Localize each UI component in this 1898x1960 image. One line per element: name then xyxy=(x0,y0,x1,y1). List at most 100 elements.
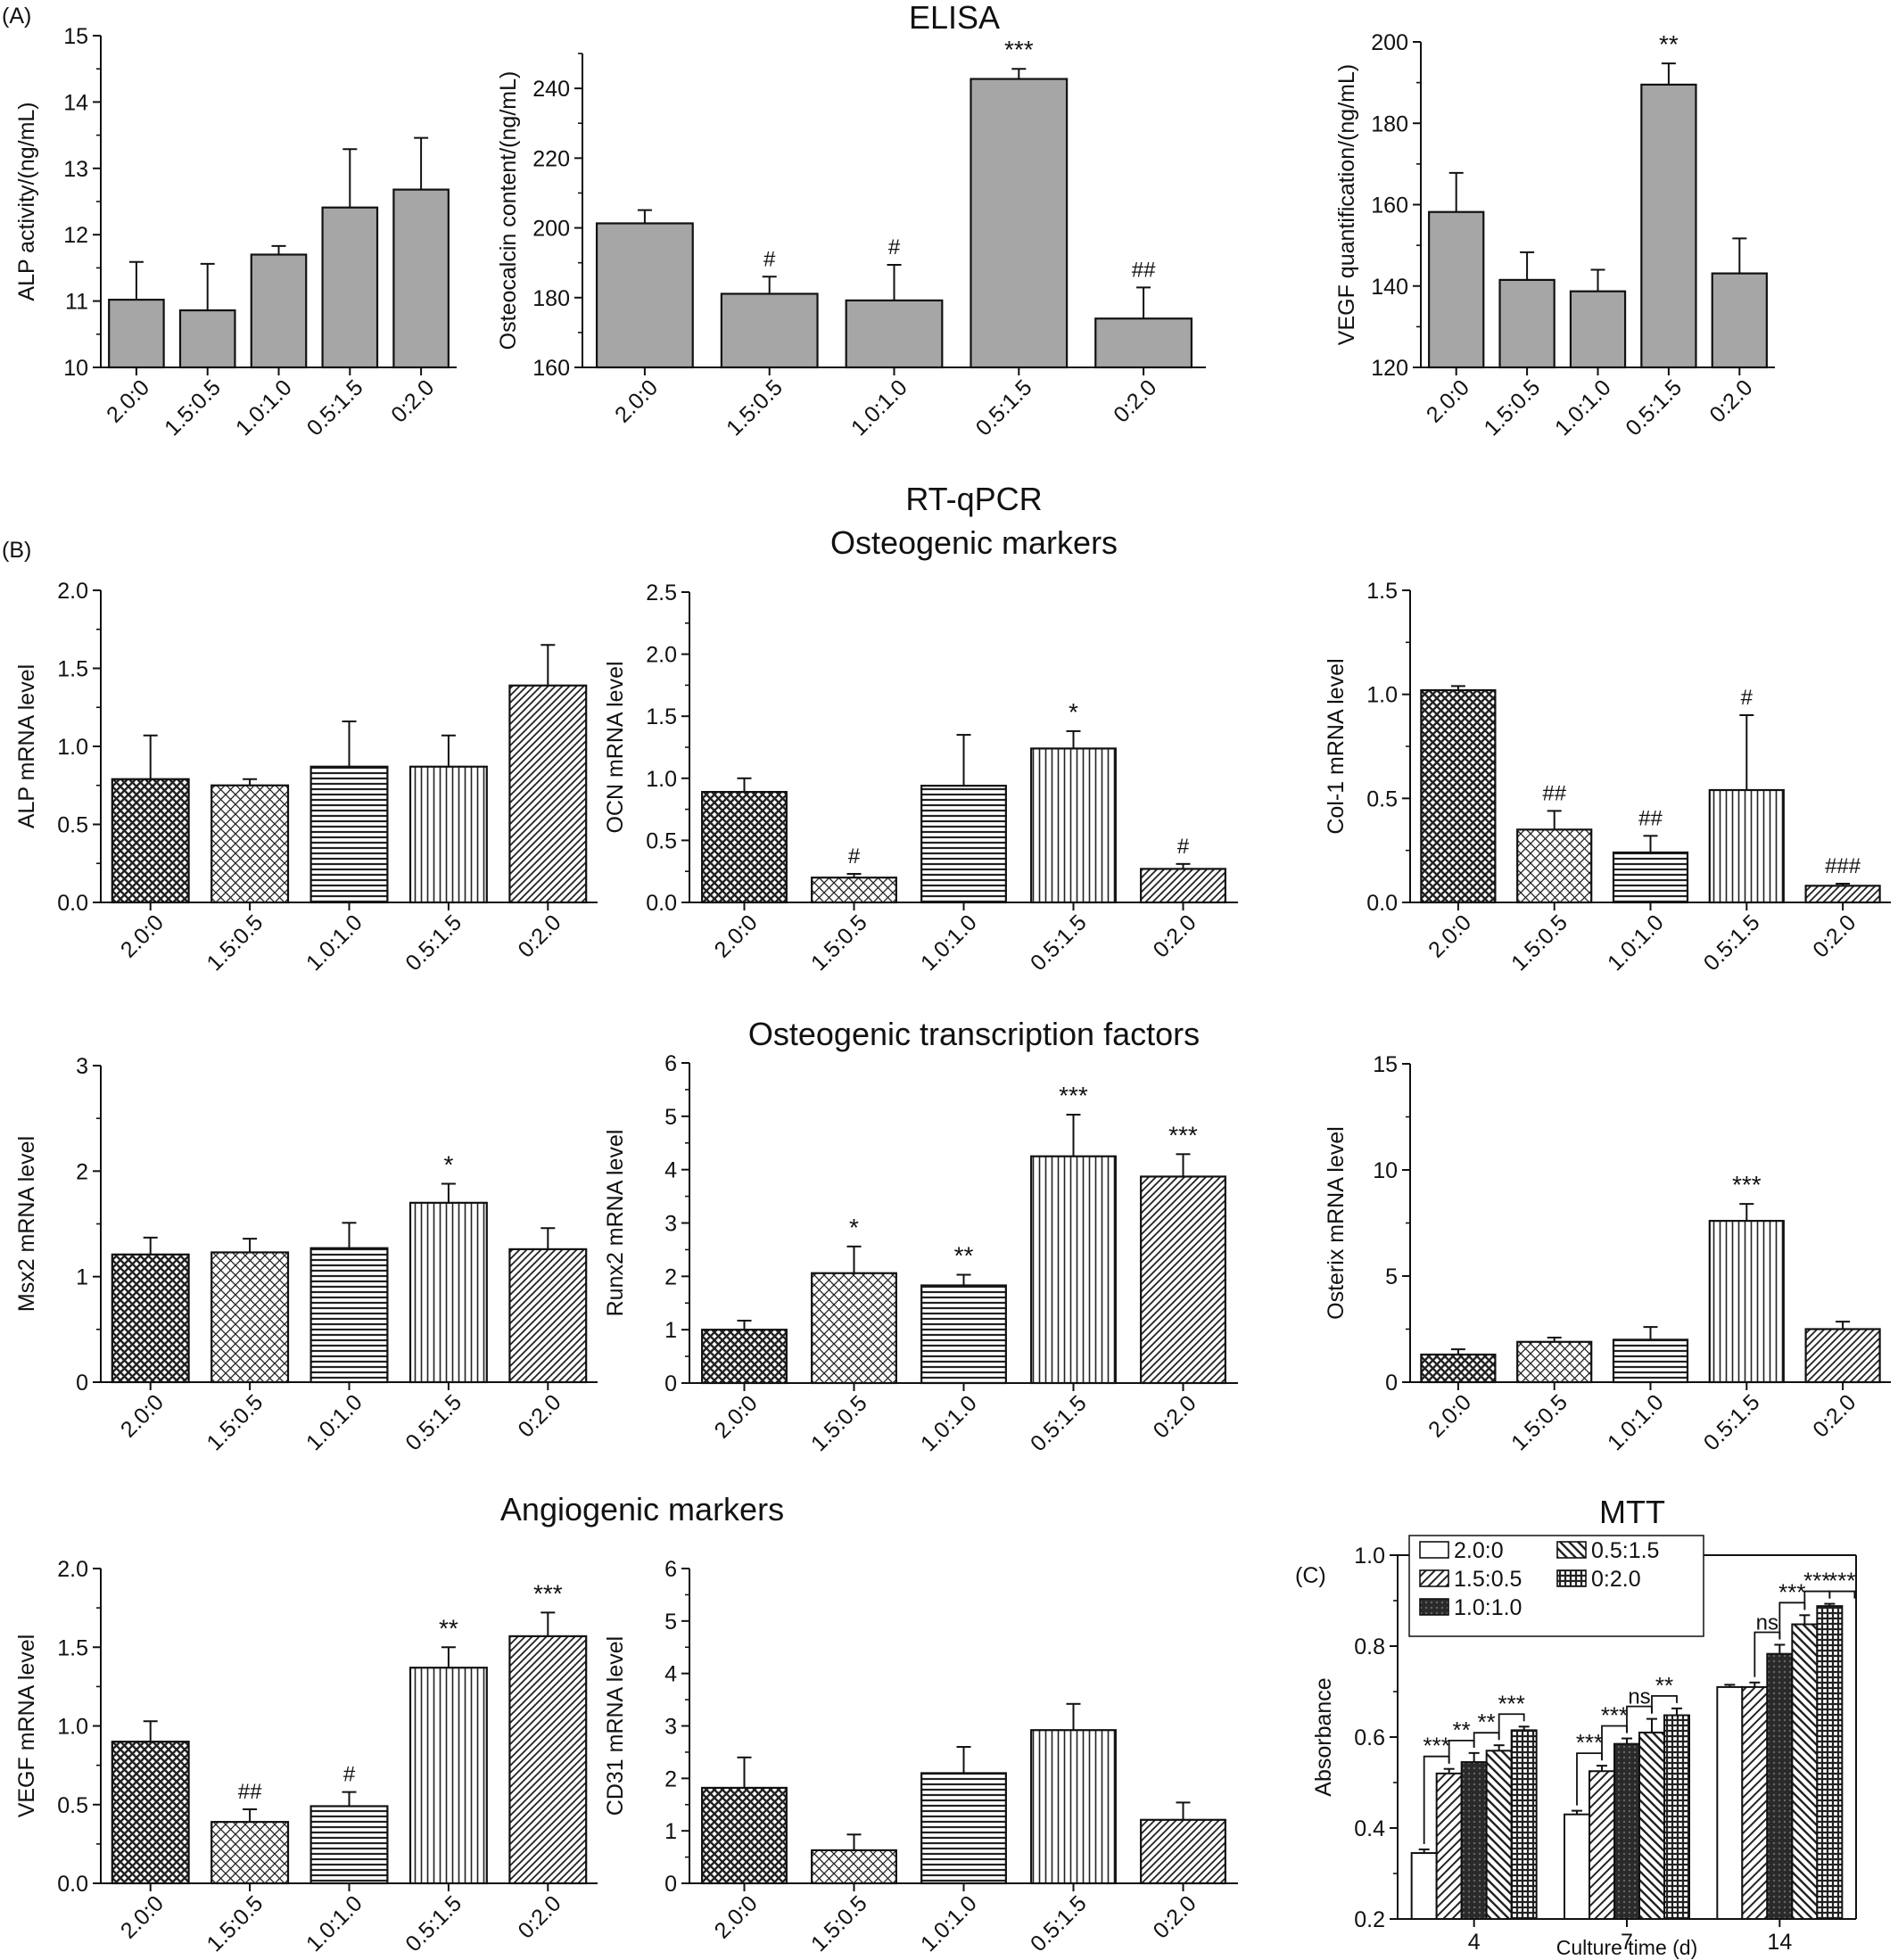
x-tick-label: 1.5:0.5 xyxy=(202,1890,268,1956)
comparison-label: *** xyxy=(1601,1702,1628,1729)
y-axis-label: Msx2 mRNA level xyxy=(14,1136,39,1312)
y-tick-label: 0.0 xyxy=(57,1872,88,1897)
y-tick-label: 0.0 xyxy=(57,891,88,916)
y-tick-label: 0.4 xyxy=(1354,1816,1385,1841)
chart-vegf_mrna: 2.0:0 1.5:0.5 ## 1.0:1.0 #0.5:1.5 ** 0:2.0 *** 0… xyxy=(14,1557,598,1956)
bar xyxy=(321,206,379,369)
y-tick-label: 2.0 xyxy=(57,1557,88,1582)
y-tick-label: 5 xyxy=(664,1610,677,1635)
chart-col1_mrna: 2.0:0 1.5:0.5 ## 1.0:1.0 ## 0.5:1.5 #0:2.0 ### 0… xyxy=(1324,579,1891,976)
y-tick-label: 0.5 xyxy=(57,1793,88,1818)
x-tick-label: 1.5:0.5 xyxy=(160,375,226,441)
x-tick-label: 0.5:1.5 xyxy=(400,910,466,976)
y-tick-label: 2.0 xyxy=(646,643,677,668)
x-tick-label: 1.5:0.5 xyxy=(806,1390,872,1456)
bar xyxy=(1435,1772,1463,1921)
y-tick-label: 1.5 xyxy=(57,657,88,682)
x-axis-label: Culture time (d) xyxy=(1556,1936,1697,1959)
y-tick-label: 1 xyxy=(664,1318,677,1343)
significance-label: # xyxy=(888,235,901,259)
y-tick-label: 10 xyxy=(63,356,88,381)
bar xyxy=(1804,885,1881,904)
bar xyxy=(811,1272,897,1385)
section-label-c: (C) xyxy=(1295,1563,1326,1588)
x-tick-label: 0.5:1.5 xyxy=(971,375,1037,441)
y-tick-label: 10 xyxy=(1373,1158,1398,1183)
chart-osterix_mrna: 2.0:0 1.5:0.5 1.0:1.0 0.5:1.5 *** 0:2.0 0 5 10 15… xyxy=(1324,1052,1891,1455)
bar xyxy=(845,299,944,369)
x-tick-label: 1.5:0.5 xyxy=(1479,375,1545,441)
significance-label: ## xyxy=(1132,258,1156,282)
x-tick-label: 1.5:0.5 xyxy=(806,910,872,976)
x-tick-label: 1.0:1.0 xyxy=(1603,1389,1669,1455)
x-tick-label: 2.0:0 xyxy=(710,1890,763,1943)
bar xyxy=(1741,1685,1769,1921)
x-tick-label: 1.5:0.5 xyxy=(202,910,268,976)
significance-label: ** xyxy=(1659,30,1679,58)
legend-label: 1.5:0.5 xyxy=(1454,1567,1522,1592)
y-tick-label: 160 xyxy=(532,356,570,381)
y-tick-label: 0.8 xyxy=(1354,1635,1385,1659)
section-label-b: (B) xyxy=(2,538,31,563)
x-tick-label: 0:2.0 xyxy=(1109,375,1161,427)
significance-label: ## xyxy=(238,1780,262,1804)
y-tick-label: 0 xyxy=(664,1872,677,1897)
comparison-bracket xyxy=(1828,1590,1856,1599)
y-tick-label: 1.0 xyxy=(57,1715,88,1740)
bar xyxy=(1510,1729,1538,1920)
y-tick-label: 200 xyxy=(532,217,570,242)
x-tick-label: 0:2.0 xyxy=(513,1389,565,1442)
y-tick-label: 12 xyxy=(63,223,88,248)
bar xyxy=(1612,851,1689,904)
chart-ocn_mrna: 2.0:0 1.5:0.5 #1.0:1.0 0.5:1.5 * 0:2.0 #0.0 0.5… xyxy=(603,581,1238,976)
bar xyxy=(1030,747,1117,904)
x-tick-label: 1.0:1.0 xyxy=(1603,910,1669,976)
y-tick-label: 3 xyxy=(664,1212,677,1237)
y-tick-label: 1 xyxy=(76,1265,88,1290)
bar xyxy=(1140,1175,1226,1385)
y-tick-label: 200 xyxy=(1371,30,1408,55)
bar xyxy=(250,253,308,369)
y-axis-label: ALP mRNA level xyxy=(14,664,39,828)
bar xyxy=(720,292,819,369)
chart-runx2_mrna: 2.0:0 1.5:0.5 * 1.0:1.0 ** 0.5:1.5 *** 0:2.0 ***… xyxy=(603,1051,1238,1456)
y-axis-label: ALP activity/(ng/mL) xyxy=(14,102,39,301)
comparison-label: ** xyxy=(1478,1709,1496,1735)
legend: 2.0:0 1.5:0.5 1.0:1.0 0.5:1.5 0:2.0 xyxy=(1408,1535,1704,1637)
x-tick-label: 2.0:0 xyxy=(116,910,169,962)
y-tick-label: 2 xyxy=(76,1159,88,1184)
x-tick-label: 1.5:0.5 xyxy=(1506,1389,1572,1455)
bar xyxy=(920,1284,1007,1385)
bar xyxy=(1516,1340,1593,1384)
y-axis-label: Osterix mRNA level xyxy=(1324,1126,1349,1320)
significance-label: ** xyxy=(439,1614,458,1642)
legend-swatch xyxy=(1419,1541,1449,1559)
bar xyxy=(111,1253,190,1384)
bar xyxy=(1516,828,1593,904)
bar xyxy=(108,299,165,369)
bar xyxy=(210,1251,290,1384)
bar xyxy=(1140,868,1226,904)
charts-container: 2.0:0 1.5:0.5 1.0:1.0 0.5:1.5 0:2.0101112131… xyxy=(14,24,1891,1959)
x-tick-label: 1.0:1.0 xyxy=(916,1890,982,1956)
x-tick-label: 1.0:1.0 xyxy=(916,1390,982,1456)
comparison-label: ns xyxy=(1756,1610,1778,1635)
chart-vegf_quant: 2.0:0 1.5:0.5 1.0:1.0 0.5:1.5 ** 0:2.0 120 140 1… xyxy=(1334,30,1775,441)
significance-label: * xyxy=(1069,698,1078,726)
y-axis-label: CD31 mRNA level xyxy=(603,1636,628,1816)
y-tick-label: 0.5 xyxy=(646,828,677,853)
y-tick-label: 0 xyxy=(1385,1371,1398,1396)
bar xyxy=(408,1667,488,1885)
x-tick-label: 0.5:1.5 xyxy=(1026,1390,1092,1456)
x-tick-label: 0:2.0 xyxy=(513,1890,565,1943)
y-tick-label: 180 xyxy=(532,286,570,311)
x-tick-label: 2.0:0 xyxy=(1424,1389,1476,1442)
bar xyxy=(1569,290,1627,369)
y-tick-label: 220 xyxy=(532,146,570,171)
x-tick-label: 4 xyxy=(1468,1930,1481,1955)
heading-elisa: ELISA xyxy=(909,0,1000,36)
significance-label: # xyxy=(848,844,861,869)
x-tick-label: 0:2.0 xyxy=(1149,910,1201,962)
heading-mtt: MTT xyxy=(1599,1494,1665,1530)
y-tick-label: 0.0 xyxy=(646,891,677,916)
